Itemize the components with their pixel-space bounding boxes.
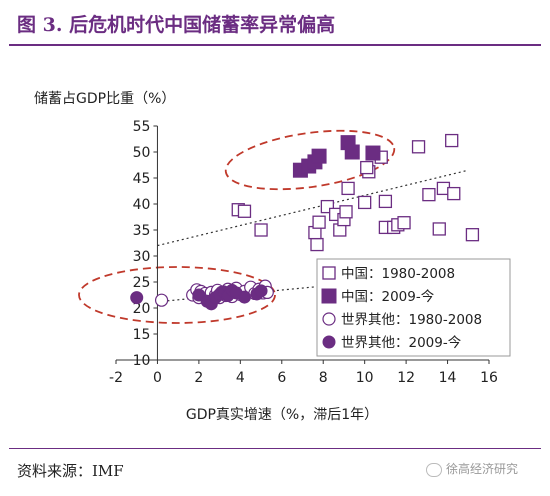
footer-divider bbox=[9, 448, 541, 449]
data-point-series-1 bbox=[447, 186, 461, 201]
y-tick-label: 40 bbox=[133, 197, 151, 213]
data-point-series-1 bbox=[360, 160, 374, 175]
data-point-series-2 bbox=[311, 148, 327, 164]
x-tick-label: -2 bbox=[109, 370, 123, 386]
data-point-series-1 bbox=[339, 205, 353, 219]
y-axis-label: 储蓄占GDP比重（%） bbox=[34, 91, 175, 107]
legend-marker bbox=[322, 312, 336, 326]
legend-marker bbox=[322, 266, 336, 280]
x-axis-label: GDP真实增速（%，滞后1年） bbox=[186, 407, 378, 423]
y-tick-label: 50 bbox=[133, 145, 151, 161]
scatter-chart: 储蓄占GDP比重（%） GDP真实增速（%，滞后1年） -2 0 2 4 6 8 10 12 1… bbox=[34, 91, 511, 423]
figure-title: 图 3. 后危机时代中国储蓄率异常偏高 bbox=[17, 14, 336, 36]
data-point-series-1 bbox=[378, 194, 393, 209]
data-point-series-4 bbox=[254, 284, 268, 298]
y-tick-label: 35 bbox=[133, 223, 151, 239]
x-tick-label: 8 bbox=[319, 370, 328, 386]
trendlines bbox=[157, 169, 469, 303]
legend-marker bbox=[322, 335, 336, 349]
data-point-series-2 bbox=[344, 144, 360, 160]
legend-label: 世界其他：1980-2008 bbox=[341, 312, 482, 328]
data-point-series-1 bbox=[432, 222, 446, 236]
watermark-text: 徐高经济研究 bbox=[446, 462, 519, 476]
data-point-series-4 bbox=[237, 290, 251, 304]
data-point-series-1 bbox=[341, 181, 355, 196]
data-points bbox=[130, 133, 480, 311]
axes: -2 0 2 4 6 8 10 12 14 16 10 15 20 25 30 35 40 45 50 55 bbox=[109, 119, 498, 386]
legend-label: 中国：1980-2008 bbox=[341, 266, 455, 282]
x-tick-label: 6 bbox=[277, 370, 286, 386]
data-point-series-1 bbox=[312, 215, 326, 229]
source-note: 资料来源：IMF bbox=[17, 462, 124, 480]
y-tick-label: 20 bbox=[133, 301, 151, 317]
ellipse-world-cluster bbox=[78, 266, 276, 324]
y-tick-label: 45 bbox=[133, 171, 151, 187]
x-tick-label: 16 bbox=[480, 370, 498, 386]
y-tick-label: 55 bbox=[133, 119, 151, 135]
data-point-series-1 bbox=[254, 223, 268, 237]
highlight-ellipses bbox=[78, 129, 396, 324]
legend-marker bbox=[321, 288, 337, 304]
legend-box bbox=[316, 258, 511, 357]
x-tick-label: 4 bbox=[236, 370, 245, 386]
x-tick-label: 2 bbox=[194, 370, 203, 386]
ellipse-china-post-crisis bbox=[224, 129, 396, 191]
trendline bbox=[157, 169, 469, 247]
data-point-series-2 bbox=[365, 145, 381, 161]
data-point-series-1 bbox=[411, 140, 426, 154]
y-tick-label: 30 bbox=[133, 249, 151, 265]
data-point-series-1 bbox=[310, 237, 324, 252]
legend-label: 世界其他：2009-今 bbox=[341, 335, 462, 351]
watermark: 徐高经济研究 bbox=[426, 460, 518, 477]
x-tick-label: 0 bbox=[153, 370, 162, 386]
y-tick-label: 10 bbox=[133, 353, 151, 369]
x-tick-label: 12 bbox=[397, 370, 415, 386]
wechat-icon bbox=[426, 462, 442, 477]
legend-label: 中国：2009-今 bbox=[341, 289, 435, 305]
x-tick-label: 14 bbox=[439, 370, 457, 386]
title-divider bbox=[9, 44, 541, 46]
data-point-series-1 bbox=[397, 216, 411, 230]
x-tick-label: 10 bbox=[356, 370, 374, 386]
y-tick-label: 15 bbox=[133, 327, 151, 343]
data-point-series-1 bbox=[422, 187, 436, 202]
data-point-series-1 bbox=[237, 204, 252, 218]
data-point-series-4 bbox=[130, 291, 144, 305]
data-point-series-1 bbox=[445, 133, 459, 148]
data-point-series-1 bbox=[465, 228, 480, 242]
data-point-series-1 bbox=[358, 195, 372, 210]
data-point-series-3 bbox=[154, 293, 169, 307]
y-tick-label: 25 bbox=[133, 275, 151, 291]
